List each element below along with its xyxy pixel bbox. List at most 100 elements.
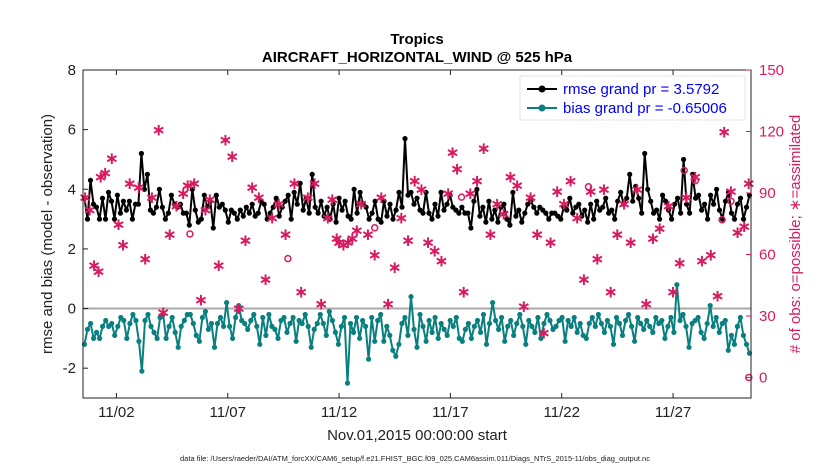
- bias-data-point: [595, 311, 602, 318]
- bias-data-point: [647, 323, 653, 329]
- obs-assimilated-marker: ∗: [258, 270, 272, 290]
- rmse-data-point: [186, 222, 192, 228]
- rmse-data-point: [636, 195, 642, 201]
- y-right-tick-label: 150: [759, 62, 784, 79]
- bias-data-point: [163, 335, 169, 341]
- rmse-data-point: [408, 189, 414, 195]
- bias-data-point: [722, 317, 728, 324]
- bias-data-point: [154, 335, 160, 341]
- obs-assimilated-marker: ∗: [597, 180, 611, 200]
- bias-data-point: [287, 320, 293, 327]
- obs-assimilated-marker: ∗: [724, 182, 738, 202]
- bias-data-point: [112, 332, 118, 338]
- bias-data-point: [272, 326, 278, 332]
- bias-data-point: [109, 320, 115, 327]
- rmse-data-point: [471, 198, 477, 204]
- bias-data-point: [196, 338, 202, 344]
- obs-assimilated-marker: ∗: [368, 246, 382, 266]
- rmse-data-point: [192, 207, 198, 213]
- bias-data-point: [84, 326, 91, 332]
- obs-assimilated-marker: ∗: [163, 225, 177, 245]
- y-left-tick-label: 2: [68, 241, 76, 258]
- rmse-data-point: [267, 210, 273, 216]
- bias-data-point: [181, 317, 187, 324]
- rmse-data-point: [654, 207, 660, 213]
- rmse-data-point: [675, 195, 681, 201]
- x-tick-label: 11/07: [210, 404, 246, 421]
- rmse-data-point: [318, 198, 324, 204]
- y-left-tick-label: 4: [68, 181, 76, 198]
- bias-data-point: [335, 341, 341, 347]
- rmse-data-point: [579, 213, 585, 219]
- rmse-data-point: [255, 210, 261, 216]
- obs-assimilated-marker: ∗: [278, 225, 292, 245]
- rmse-data-point: [87, 177, 94, 183]
- rmse-data-point: [354, 210, 360, 216]
- bias-data-point: [393, 353, 399, 359]
- rmse-data-point: [210, 225, 216, 231]
- bias-data-point: [233, 314, 239, 321]
- bias-data-point: [311, 326, 317, 332]
- bias-data-point: [353, 314, 360, 321]
- rmse-data-point: [582, 207, 588, 213]
- x-tick-label: 11/02: [98, 404, 134, 421]
- rmse-data-point: [516, 207, 522, 213]
- obs-assimilated-marker: ∗: [198, 200, 212, 220]
- obs-assimilated-marker: ∗: [646, 229, 660, 249]
- rmse-data-point: [243, 204, 249, 210]
- obs-assimilated-marker: ∗: [517, 297, 531, 317]
- bias-data-point: [577, 320, 583, 327]
- rmse-data-point: [570, 210, 576, 216]
- bias-data-point: [465, 320, 471, 327]
- obs-assimilated-marker: ∗: [91, 262, 105, 282]
- obs-assimilated-marker: ∗: [434, 252, 448, 272]
- bias-data-point: [486, 320, 493, 327]
- rmse-data-point: [734, 201, 741, 207]
- obs-possible-marker: [457, 193, 466, 201]
- rmse-data-point: [504, 216, 510, 222]
- obs-assimilated-marker: ∗: [350, 221, 364, 241]
- rmse-data-point: [384, 213, 390, 219]
- rmse-data-point: [666, 207, 672, 213]
- rmse-data-point: [165, 210, 171, 216]
- rmse-data-point: [141, 186, 147, 192]
- bias-data-point: [619, 332, 626, 338]
- bias-data-point: [559, 314, 565, 321]
- rmse-data-point: [237, 207, 243, 213]
- bias-data-point: [94, 329, 100, 335]
- bias-data-point: [166, 323, 172, 329]
- rmse-data-point: [168, 192, 174, 198]
- rmse-data-point: [543, 210, 549, 216]
- bias-data-point: [641, 326, 647, 332]
- obs-assimilated-marker: ∗: [181, 176, 195, 196]
- obs-assimilated-marker: ∗: [584, 182, 598, 202]
- obs-assimilated-marker: ∗: [570, 209, 584, 229]
- legend: rmse grand pr = 3.5792 bias grand pr = -…: [519, 75, 746, 121]
- rmse-data-point: [681, 156, 687, 163]
- obs-assimilated-marker: ∗: [111, 215, 125, 235]
- rmse-data-point: [546, 216, 552, 222]
- x-axis-label: Nov.01,2015 00:00:00 start: [327, 427, 508, 444]
- bias-data-point: [221, 323, 227, 329]
- obs-assimilated-marker: ∗: [245, 178, 259, 198]
- obs-assimilated-marker: ∗: [145, 188, 159, 208]
- bias-data-point: [523, 341, 529, 347]
- bias-data-point: [604, 317, 611, 324]
- obs-assimilated-marker: ∗: [314, 295, 328, 315]
- rmse-data-point: [381, 198, 387, 204]
- bias-data-point: [743, 341, 750, 347]
- bias-data-point: [139, 368, 145, 374]
- bias-data-point: [390, 347, 396, 353]
- bias-data-point: [520, 323, 526, 329]
- rmse-data-point: [615, 198, 621, 204]
- rmse-data-point: [501, 201, 507, 207]
- bias-data-point: [193, 332, 199, 338]
- bias-data-point: [281, 314, 287, 321]
- bias-data-point: [613, 314, 620, 321]
- bias-data-point: [731, 341, 738, 347]
- bias-data-point: [435, 335, 441, 341]
- obs-assimilated-marker: ∗: [301, 188, 315, 208]
- rmse-data-point: [696, 192, 702, 198]
- bias-data-point: [471, 323, 477, 329]
- bias-data-point: [450, 323, 456, 329]
